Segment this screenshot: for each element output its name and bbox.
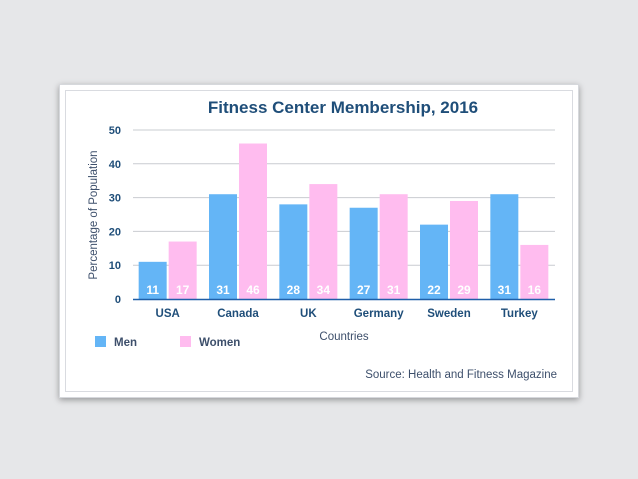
x-tick-label: UK <box>300 308 317 320</box>
bar-women-sweden <box>450 200 478 299</box>
bar-value-label: 27 <box>357 283 371 297</box>
bar-men-turkey <box>490 194 519 299</box>
bar-men-uk <box>279 204 308 299</box>
bar-value-label: 29 <box>457 283 471 297</box>
legend-label-men: Men <box>114 337 137 349</box>
bars: 11 17 31 46 28 34 27 31 22 29 31 16 <box>133 143 555 301</box>
chart-card-border <box>65 90 573 392</box>
y-axis-label: Percentage of Population <box>88 150 100 279</box>
bar-value-label: 17 <box>176 283 190 297</box>
bar-value-label: 31 <box>498 283 512 297</box>
bar-men-germany <box>349 207 378 299</box>
bar-value-label: 31 <box>216 283 230 297</box>
x-tick-label: Germany <box>354 308 404 320</box>
legend: Men Women <box>95 336 240 349</box>
x-tick-label: Turkey <box>501 308 538 320</box>
bar-value-label: 22 <box>427 283 441 297</box>
bar-value-label: 28 <box>287 283 301 297</box>
y-tick-label: 50 <box>109 125 121 137</box>
bar-women-uk <box>309 184 338 299</box>
bar-women-canada <box>239 143 267 299</box>
legend-swatch-men <box>95 336 106 347</box>
x-tick-label: USA <box>156 308 180 320</box>
y-tick-label: 40 <box>109 159 121 171</box>
y-tick-label: 10 <box>109 260 121 272</box>
legend-label-women: Women <box>199 337 240 349</box>
chart-title: Fitness Center Membership, 2016 <box>208 98 478 117</box>
bar-value-label: 34 <box>317 283 331 297</box>
y-tick-label: 0 <box>115 294 121 306</box>
bar-value-label: 31 <box>387 283 401 297</box>
bar-men-usa <box>138 261 167 299</box>
bar-men-canada <box>209 194 237 299</box>
source-note: Source: Health and Fitness Magazine <box>365 369 557 381</box>
bar-value-label: 16 <box>528 283 542 297</box>
grid-lines <box>133 129 555 266</box>
x-tick-label: Canada <box>217 308 259 320</box>
x-axis-label: Countries <box>319 331 368 343</box>
bar-value-label: 11 <box>146 283 159 297</box>
legend-swatch-women <box>180 336 191 347</box>
bar-women-usa <box>168 241 197 299</box>
y-tick-label: 20 <box>109 226 121 238</box>
bar-value-label: 46 <box>246 283 260 297</box>
y-tick-labels: 0 10 20 30 40 50 <box>109 125 121 306</box>
x-tick-label: Sweden <box>427 308 470 320</box>
bar-women-turkey <box>520 244 549 299</box>
bar-women-germany <box>379 194 408 299</box>
y-tick-label: 30 <box>109 193 121 205</box>
bar-men-sweden <box>420 224 448 299</box>
x-tick-labels: USA Canada UK Germany Sweden Turkey <box>156 308 539 320</box>
